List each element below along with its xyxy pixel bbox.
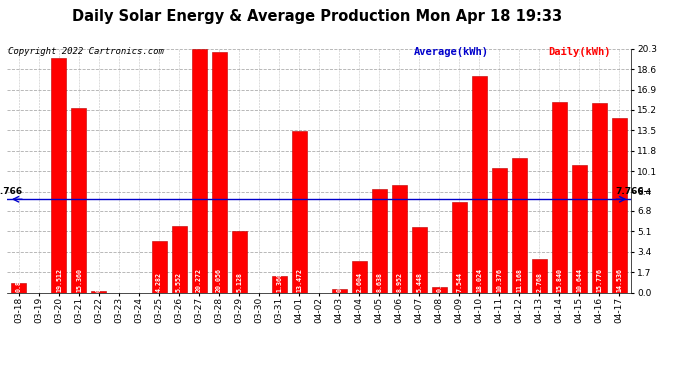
Bar xyxy=(452,202,466,292)
Text: 15.360: 15.360 xyxy=(76,267,82,291)
Bar xyxy=(232,231,246,292)
Text: Daily(kWh): Daily(kWh) xyxy=(549,47,611,57)
Bar xyxy=(532,259,546,292)
Text: 0.280: 0.280 xyxy=(336,272,342,291)
Text: 1.360: 1.360 xyxy=(276,272,282,291)
Text: 14.536: 14.536 xyxy=(616,267,622,291)
Text: 18.024: 18.024 xyxy=(476,267,482,291)
Text: 7.544: 7.544 xyxy=(456,272,462,291)
Text: 0.000: 0.000 xyxy=(36,272,42,291)
Bar xyxy=(212,52,226,292)
Text: 5.128: 5.128 xyxy=(236,272,242,291)
Bar xyxy=(172,226,186,292)
Bar xyxy=(12,282,26,292)
Text: 20.272: 20.272 xyxy=(196,267,202,291)
Text: 7.766→: 7.766→ xyxy=(615,187,651,196)
Bar xyxy=(472,76,486,292)
Text: 0.000: 0.000 xyxy=(316,272,322,291)
Text: Copyright 2022 Cartronics.com: Copyright 2022 Cartronics.com xyxy=(8,47,164,56)
Text: 13.472: 13.472 xyxy=(296,267,302,291)
Text: 0.000: 0.000 xyxy=(116,272,122,291)
Text: ←7.766: ←7.766 xyxy=(0,187,23,196)
Text: Average(kWh): Average(kWh) xyxy=(414,47,489,57)
Bar xyxy=(552,102,566,292)
Text: 0.148: 0.148 xyxy=(96,272,102,291)
Text: 5.552: 5.552 xyxy=(176,272,182,291)
Text: 15.776: 15.776 xyxy=(596,267,602,291)
Bar xyxy=(512,158,526,292)
Bar xyxy=(72,108,86,292)
Bar xyxy=(352,261,366,292)
Bar xyxy=(152,241,166,292)
Bar xyxy=(572,165,586,292)
Text: 19.512: 19.512 xyxy=(56,267,62,291)
Text: 15.840: 15.840 xyxy=(556,267,562,291)
Text: 10.644: 10.644 xyxy=(576,267,582,291)
Text: Daily Solar Energy & Average Production Mon Apr 18 19:33: Daily Solar Energy & Average Production … xyxy=(72,9,562,24)
Text: 8.952: 8.952 xyxy=(396,272,402,291)
Bar xyxy=(372,189,386,292)
Text: 5.448: 5.448 xyxy=(416,272,422,291)
Bar xyxy=(412,227,426,292)
Bar xyxy=(192,49,206,292)
Text: 0.000: 0.000 xyxy=(136,272,142,291)
Text: 4.282: 4.282 xyxy=(156,272,162,291)
Bar xyxy=(392,185,406,292)
Text: 0.000: 0.000 xyxy=(256,272,262,291)
Text: 10.376: 10.376 xyxy=(496,267,502,291)
Text: 20.056: 20.056 xyxy=(216,267,222,291)
Text: 2.604: 2.604 xyxy=(356,272,362,291)
Text: 2.768: 2.768 xyxy=(536,272,542,291)
Bar xyxy=(272,276,286,292)
Bar xyxy=(492,168,506,292)
Bar xyxy=(52,58,66,292)
Text: 0.464: 0.464 xyxy=(436,272,442,291)
Bar xyxy=(432,287,446,292)
Text: 8.638: 8.638 xyxy=(376,272,382,291)
Bar xyxy=(292,131,306,292)
Bar xyxy=(332,289,346,292)
Bar xyxy=(592,103,607,292)
Bar xyxy=(92,291,106,292)
Bar xyxy=(612,118,627,292)
Text: 0.832: 0.832 xyxy=(16,272,22,291)
Text: 11.168: 11.168 xyxy=(516,267,522,291)
